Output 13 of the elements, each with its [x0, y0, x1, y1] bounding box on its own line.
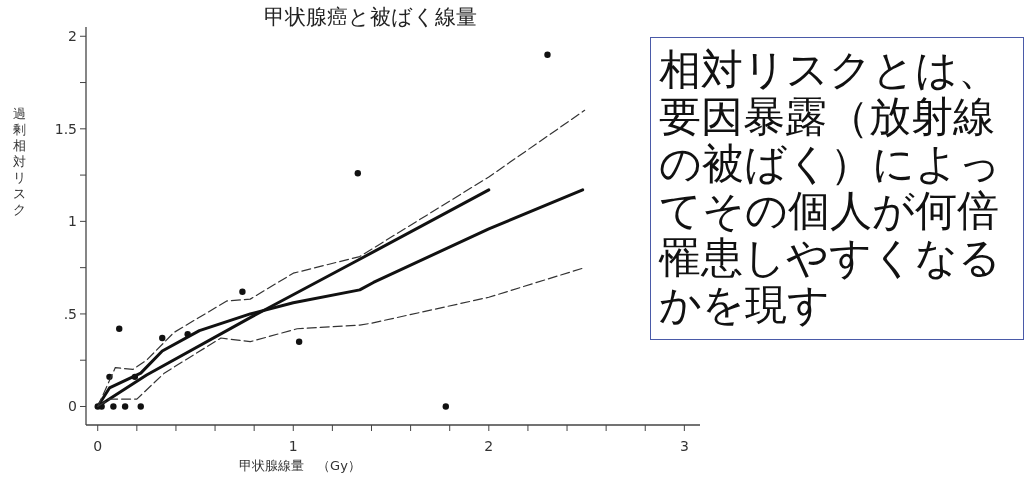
- chart-title: 甲状腺癌と被ばく線量: [263, 5, 477, 29]
- x-tick-label: 2: [484, 438, 494, 454]
- y-tick-label: 2: [68, 28, 77, 45]
- x-tick-label: 1: [288, 438, 298, 454]
- y-tick-label: 0: [68, 398, 77, 415]
- x-axis-title: 甲状腺線量 （Gy）: [239, 458, 361, 473]
- y-tick-label: 1: [68, 213, 77, 230]
- x-tick-label: 3: [679, 438, 689, 454]
- y-tick-label: .5: [63, 305, 77, 322]
- annotation: 相対リスクとは、要因暴露（放射線の被ばく）によってその個人が何倍罹患しやすくなるかを現す: [650, 37, 1024, 340]
- y-tick-label: 1.5: [54, 120, 77, 137]
- y-axis-title: 過剰相対リスク: [12, 106, 26, 217]
- x-tick-label: 0: [93, 438, 103, 454]
